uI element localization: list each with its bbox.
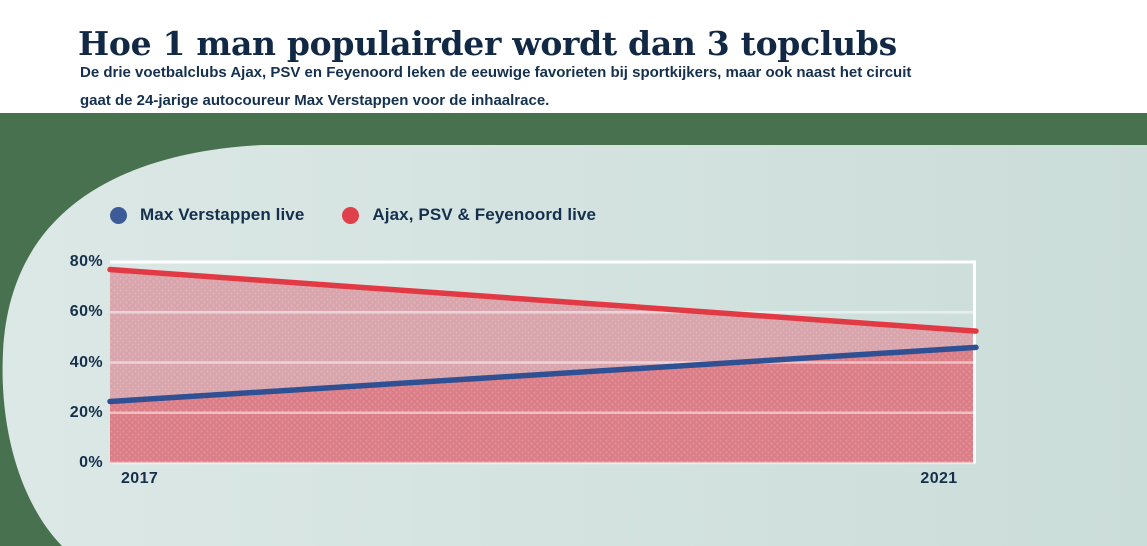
legend-dot-blue-icon [110,206,127,224]
legend-item-max-verstappen[interactable]: Max Verstappen live [110,205,304,225]
page-subtitle: De drie voetbalclubs Ajax, PSV en Feyeno… [80,59,1080,115]
chart-plot[interactable] [107,260,979,465]
legend-dot-red-icon [342,206,360,224]
legend-label: Max Verstappen live [140,205,305,224]
subtitle-line: gaat de 24-jarige autocoureur Max Versta… [80,92,550,109]
x-axis: 2017 2021 [0,469,1147,491]
y-axis-label: 20% [69,403,103,421]
y-axis-label: 40% [69,353,103,371]
y-axis-label: 0% [79,454,103,471]
legend-label: Ajax, PSV & Feyenoord live [372,205,597,224]
legend-item-clubs[interactable]: Ajax, PSV & Feyenoord live [342,205,596,225]
subtitle-line: De drie voetbalclubs Ajax, PSV en Feyeno… [80,64,912,81]
page-title: Hoe 1 man populairder wordt dan 3 topclu… [78,24,897,64]
y-axis-label: 80% [69,253,103,270]
y-axis: 0% 20% 40% 60% 80% [30,253,103,471]
chart-legend: Max Verstappen live Ajax, PSV & Feyenoor… [110,205,596,225]
x-axis-label: 2021 [920,470,958,487]
x-axis-label: 2017 [121,470,159,487]
y-axis-label: 60% [69,303,103,321]
